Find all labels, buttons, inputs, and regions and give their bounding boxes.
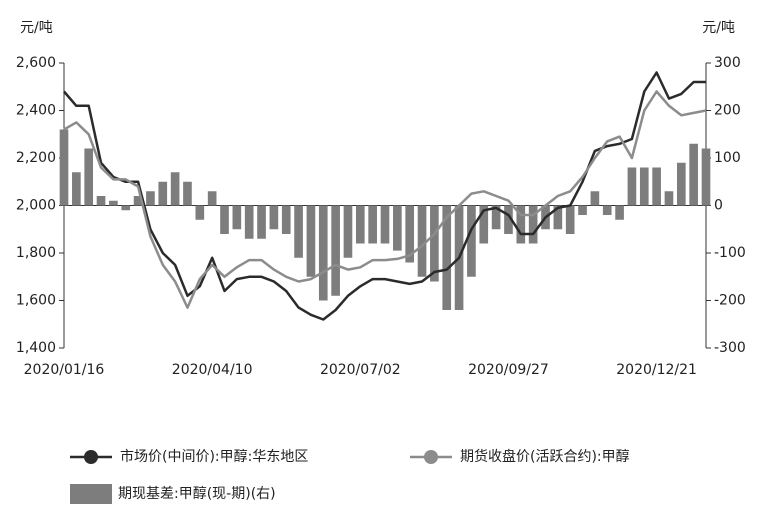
bar bbox=[516, 205, 526, 244]
y-tick-label: 2,200 bbox=[16, 150, 56, 166]
y2-tick-label: 100 bbox=[714, 150, 741, 166]
bar bbox=[281, 205, 291, 234]
bar bbox=[343, 205, 353, 258]
y-axis-unit: 元/吨 bbox=[20, 20, 53, 36]
bar bbox=[318, 205, 328, 301]
x-tick-label: 2020/09/27 bbox=[468, 362, 549, 378]
bar bbox=[146, 191, 155, 206]
bar bbox=[59, 129, 69, 206]
legend-label: 期货收盘价(活跃合约):甲醇 bbox=[460, 448, 630, 465]
x-tick-label: 2020/12/21 bbox=[616, 362, 697, 378]
bar bbox=[207, 191, 217, 206]
bar bbox=[701, 148, 711, 206]
bar bbox=[109, 200, 118, 206]
bar bbox=[491, 205, 501, 230]
bar bbox=[664, 191, 674, 206]
bar bbox=[590, 191, 600, 206]
y2-tick-label: -300 bbox=[714, 340, 746, 356]
x-tick-label: 2020/01/16 bbox=[24, 362, 105, 378]
bar bbox=[257, 205, 266, 239]
bar bbox=[639, 167, 649, 206]
bar bbox=[232, 205, 242, 230]
bar bbox=[405, 205, 415, 263]
bar bbox=[602, 205, 612, 215]
line bbox=[63, 90, 707, 309]
bar bbox=[121, 205, 131, 211]
y-tick-label: 2,400 bbox=[16, 103, 56, 119]
bar bbox=[652, 167, 661, 206]
bar bbox=[627, 167, 637, 206]
y2-tick-label: 300 bbox=[714, 55, 741, 71]
bar bbox=[195, 205, 205, 220]
y-tick-label: 1,800 bbox=[16, 245, 56, 261]
bar bbox=[504, 205, 513, 234]
y-tick-label: 2,000 bbox=[16, 198, 56, 214]
y-tick-label: 2,600 bbox=[16, 55, 56, 71]
x-tick-label: 2020/04/10 bbox=[172, 362, 253, 378]
line bbox=[63, 71, 706, 321]
legend-marker bbox=[84, 450, 98, 464]
y2-axis-unit: 元/吨 bbox=[702, 20, 735, 36]
bar bbox=[553, 205, 563, 230]
bar bbox=[467, 205, 476, 277]
legend-label: 市场价(中间价):甲醇:华东地区 bbox=[120, 448, 308, 465]
bar bbox=[96, 196, 106, 206]
bar bbox=[183, 181, 192, 206]
bar bbox=[442, 205, 452, 310]
legend-swatch bbox=[70, 484, 112, 504]
bar bbox=[158, 181, 168, 206]
bar bbox=[479, 205, 489, 244]
bar bbox=[220, 205, 229, 234]
bar bbox=[676, 162, 686, 206]
bar bbox=[430, 205, 439, 282]
bar bbox=[84, 148, 94, 206]
bar bbox=[170, 172, 180, 206]
bar bbox=[380, 205, 390, 244]
bar bbox=[578, 205, 587, 215]
y2-tick-label: -100 bbox=[714, 245, 746, 261]
bar bbox=[269, 205, 279, 230]
y-tick-label: 1,600 bbox=[16, 293, 56, 309]
bar bbox=[565, 205, 575, 234]
bar bbox=[331, 205, 340, 296]
bar bbox=[244, 205, 254, 239]
bar bbox=[615, 205, 624, 220]
bar bbox=[294, 205, 303, 258]
bar bbox=[355, 205, 365, 244]
legend-label: 期现基差:甲醇(现-期)(右) bbox=[118, 485, 276, 502]
x-tick-label: 2020/07/02 bbox=[320, 362, 401, 378]
y2-tick-label: 200 bbox=[714, 103, 741, 119]
bar bbox=[689, 143, 698, 206]
bar bbox=[368, 205, 377, 244]
y-tick-label: 1,400 bbox=[16, 340, 56, 356]
y2-tick-label: 0 bbox=[714, 198, 723, 214]
bar bbox=[417, 205, 427, 277]
y2-tick-label: -200 bbox=[714, 293, 746, 309]
bar bbox=[528, 205, 538, 244]
bar bbox=[133, 196, 143, 206]
bar bbox=[306, 205, 316, 277]
bar bbox=[72, 172, 81, 206]
bar bbox=[393, 205, 402, 251]
legend-marker bbox=[424, 450, 438, 464]
